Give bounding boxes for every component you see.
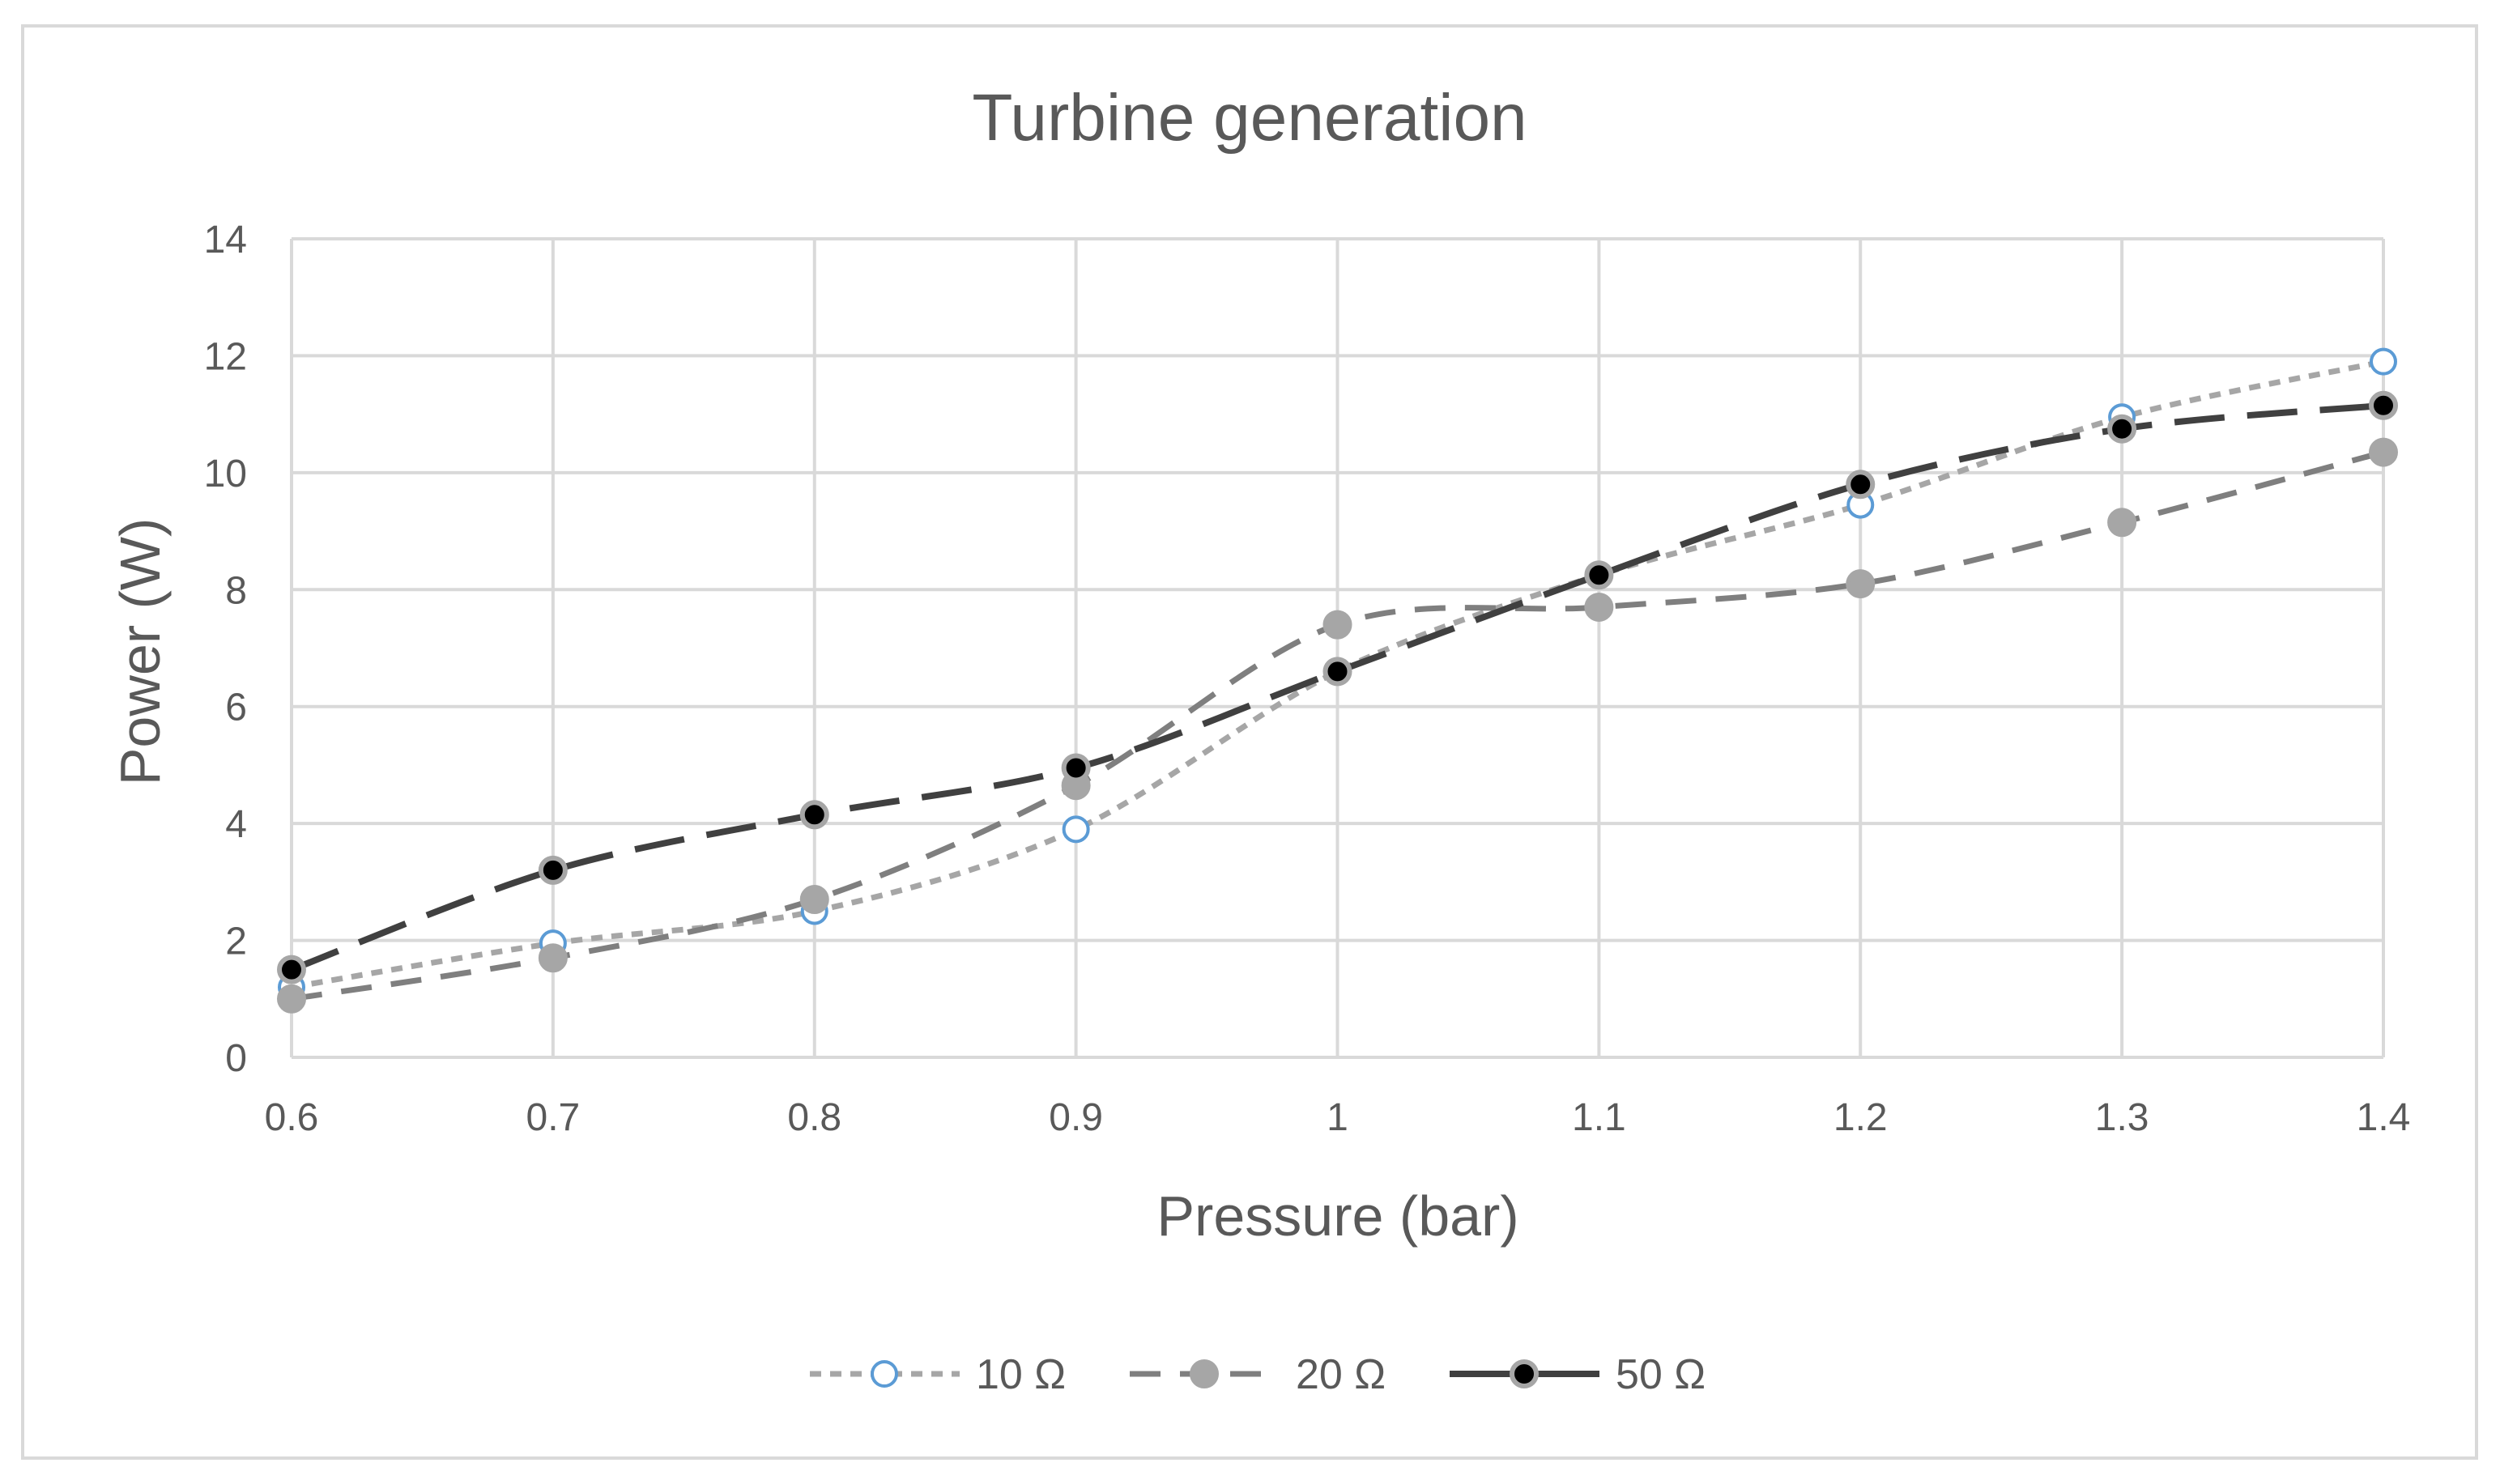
x-tick-label: 1.2 (1833, 1096, 1888, 1139)
data-point (2369, 437, 2398, 467)
legend-item-2: 50 Ω (1450, 1351, 1706, 1398)
y-tick-label: 0 (225, 1037, 247, 1080)
y-tick-label: 12 (204, 335, 247, 378)
data-point (277, 955, 306, 984)
grid (290, 237, 2385, 1059)
legend-marker (1190, 1359, 1219, 1388)
series-line (290, 402, 2384, 973)
data-point (2370, 347, 2397, 376)
legend-label: 20 Ω (1296, 1351, 1386, 1398)
legend-item-0: 10 Ω (810, 1351, 1066, 1398)
x-tick-label: 0.6 (265, 1096, 319, 1139)
y-tick-label: 14 (204, 219, 247, 262)
legend-marker (871, 1360, 898, 1388)
series-layer (277, 347, 2398, 1014)
data-point (2107, 508, 2137, 538)
data-point (1846, 470, 1876, 500)
legend-label: 10 Ω (976, 1351, 1066, 1398)
x-tick-label: 1 (1327, 1096, 1348, 1139)
legend-item-1: 20 Ω (1130, 1351, 1386, 1398)
legend: 10 Ω 20 Ω 50 Ω (810, 1351, 1706, 1398)
y-tick-label: 2 (225, 921, 247, 963)
data-point (1322, 657, 1352, 687)
x-tick-label: 0.9 (1049, 1096, 1103, 1139)
legend-marker (1510, 1359, 1539, 1388)
chart-frame (21, 24, 2478, 1460)
x-tick-label: 0.7 (526, 1096, 581, 1139)
x-tick-label: 1.4 (2357, 1096, 2411, 1139)
series-2 (277, 390, 2398, 984)
data-point (538, 855, 568, 885)
data-point (538, 943, 568, 973)
series-1 (277, 437, 2398, 1014)
x-axis-label: Pressure (bar) (1156, 1184, 1518, 1248)
data-point (1584, 560, 1614, 590)
data-point (1584, 592, 1614, 622)
data-point (2369, 390, 2398, 420)
y-tick-label: 4 (225, 803, 247, 846)
y-axis-ticks: 0 2 4 6 8 10 12 14 (204, 219, 247, 1080)
data-point (1061, 753, 1091, 783)
x-tick-label: 1.3 (2095, 1096, 2149, 1139)
data-point (1322, 610, 1352, 640)
chart-title: Turbine generation (972, 81, 1527, 155)
data-point (277, 984, 306, 1014)
data-point (1846, 569, 1876, 599)
data-point (799, 885, 829, 915)
legend-label: 50 Ω (1616, 1351, 1706, 1398)
data-point (1062, 815, 1090, 844)
data-point (799, 800, 829, 830)
y-tick-label: 6 (225, 687, 247, 729)
y-tick-label: 8 (225, 569, 247, 612)
y-axis-label: Power (W) (109, 518, 172, 786)
x-tick-label: 1.1 (1572, 1096, 1626, 1139)
x-axis-ticks: 0.6 0.7 0.8 0.9 1 1.1 1.2 1.3 1.4 (265, 1096, 2411, 1139)
data-point (2107, 414, 2137, 444)
x-tick-label: 0.8 (787, 1096, 841, 1139)
y-tick-label: 10 (204, 453, 247, 495)
